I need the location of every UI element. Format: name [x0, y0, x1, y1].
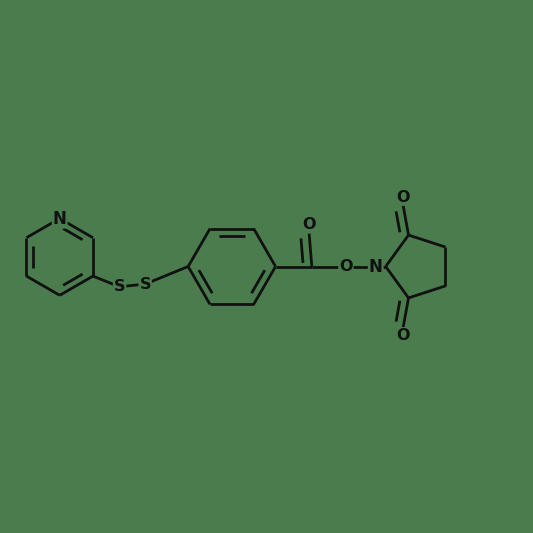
Text: S: S: [114, 279, 125, 294]
Text: O: O: [302, 217, 316, 232]
Text: N: N: [53, 209, 67, 228]
Text: S: S: [140, 277, 151, 292]
Text: O: O: [397, 328, 410, 343]
Text: O: O: [397, 190, 410, 205]
Text: N: N: [369, 257, 383, 276]
Text: O: O: [339, 259, 353, 274]
